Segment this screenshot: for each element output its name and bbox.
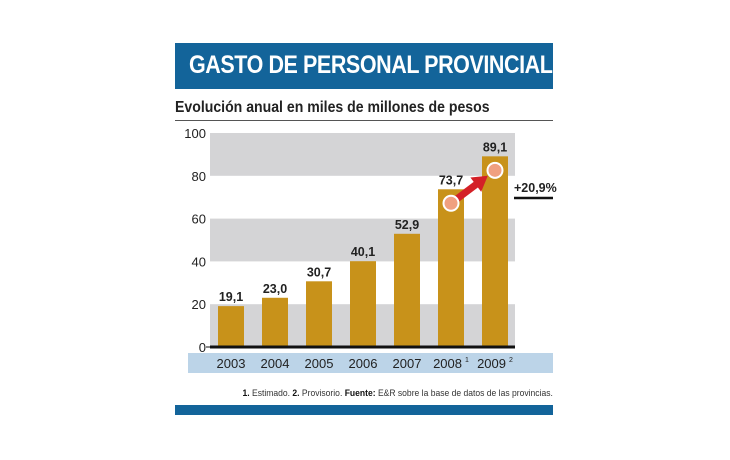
x-tick-label: 2009 2 [477,356,513,371]
y-tick-label: 40 [192,254,206,269]
bar-2008 [438,189,464,347]
y-tick-label: 80 [192,169,206,184]
data-label: 23,0 [263,282,287,296]
chart-subtitle: Evolución anual en miles de millones de … [175,99,490,116]
data-label: 30,7 [307,265,331,279]
footnote-text-1: Estimado. [249,388,293,399]
superscript: 1 [465,357,469,364]
arrow-head [470,175,488,192]
superscript: 2 [509,357,513,364]
source-text: E&R sobre la base de datos de las provin… [375,388,553,399]
chart-title: GASTO DE PERSONAL PROVINCIAL [189,51,553,79]
y-tick-label: 0 [199,340,206,355]
arrow-marker [486,161,504,179]
bar-2004 [262,297,288,347]
x-tick-label: 2004 [261,356,290,371]
x-tick-label: 2005 [305,356,334,371]
footnote-num-1: 1. [242,388,250,399]
x-axis-band [188,353,553,373]
grid-band [210,218,515,262]
y-tick-label: 60 [192,212,206,227]
bar-2007 [394,233,420,347]
x-tick-label: 2006 [349,356,378,371]
source-label: Fuente: [344,388,376,399]
title-bar: GASTO DE PERSONAL PROVINCIAL [175,43,553,89]
bar-2005 [306,281,332,347]
x-tick-label: 2008 1 [433,356,469,371]
divider [175,120,553,121]
data-label: 89,1 [483,140,507,154]
y-tick-label: 20 [192,297,206,312]
data-label: 73,7 [439,173,463,187]
data-label: 40,1 [351,245,375,259]
bar-2003 [218,306,244,347]
data-label: 19,1 [219,290,243,304]
footnote-text-2: Provisorio. [299,388,345,399]
footnote-num-2: 2. [292,388,300,399]
y-tick-label: 100 [184,126,206,141]
bar-2006 [350,261,376,347]
footnote: 1. Estimado. 2. Provisorio. Fuente: E&R … [243,388,553,399]
x-tick-label: 2007 [393,356,422,371]
arrow-marker [442,194,460,212]
data-label: 52,9 [395,218,419,232]
bottom-bar [175,405,553,415]
x-tick-label: 2003 [217,356,246,371]
growth-annotation: +20,9% [514,181,557,195]
grid-band [210,133,515,176]
bar-2009 [482,156,508,347]
